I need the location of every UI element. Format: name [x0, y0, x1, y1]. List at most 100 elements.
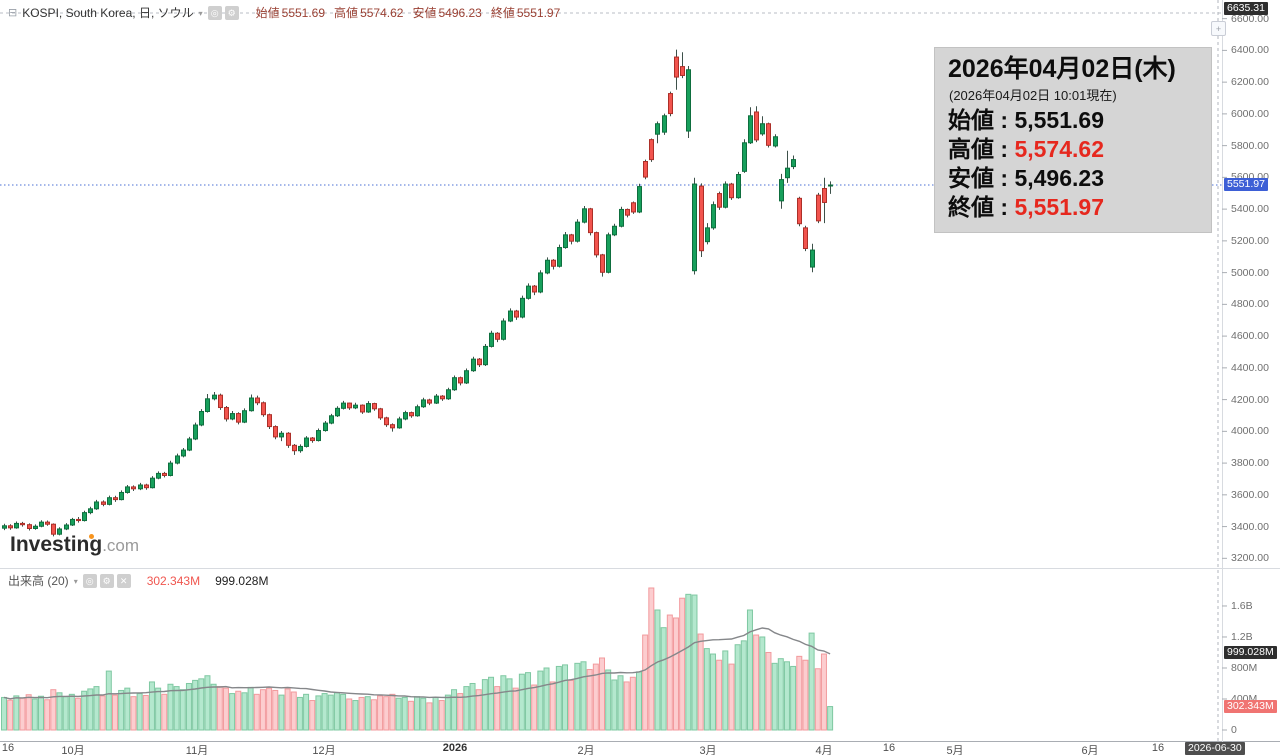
volume-bar: [814, 668, 821, 731]
volume-bar: [642, 634, 649, 731]
candle-body: [107, 497, 112, 505]
volume-bar: [167, 683, 174, 731]
candle-body: [446, 389, 451, 400]
volume-bar: [315, 695, 322, 731]
volume-bar: [629, 676, 636, 731]
volume-bar: [420, 697, 427, 731]
candle-body: [316, 430, 321, 442]
volume-bar: [549, 681, 556, 731]
candle-body: [668, 93, 673, 115]
visibility-icon[interactable]: ◎: [207, 6, 222, 21]
volume-bar: [469, 682, 476, 731]
volume-bar: [679, 597, 686, 731]
volume-bar: [19, 697, 26, 731]
candle-body: [520, 297, 525, 318]
volume-bar: [327, 694, 334, 731]
visibility-icon[interactable]: ◎: [82, 574, 97, 589]
volume-bar: [488, 676, 495, 731]
volume-bar: [531, 684, 538, 731]
chevron-down-icon[interactable]: ▾: [73, 576, 78, 586]
candle-body: [187, 438, 192, 451]
volume-bar: [333, 692, 340, 731]
volume-bar: [395, 697, 402, 731]
volume-bar: [635, 671, 642, 731]
settings-icon[interactable]: ⚙: [99, 574, 114, 589]
volume-bar: [370, 699, 377, 731]
volume-bar: [660, 627, 667, 731]
candle-body: [464, 370, 469, 384]
series-icons: ◎ ⚙: [207, 5, 242, 21]
candle-body: [773, 136, 778, 147]
volume-bar: [790, 665, 797, 731]
volume-bar: [568, 679, 575, 731]
panel-ohlc-rows: 始値 : 5,551.69 高値 : 5,574.62 安値 : 5,496.23 終…: [948, 106, 1198, 222]
candle-body: [51, 523, 56, 535]
candle-body: [119, 491, 124, 501]
volume-bar: [74, 697, 81, 731]
volume-bar: [592, 663, 599, 731]
candle-body: [82, 512, 87, 522]
volume-bar: [543, 667, 550, 731]
candle-body: [545, 259, 550, 274]
candle-body: [218, 394, 223, 409]
volume-bar: [494, 686, 501, 731]
volume-current-value: 302.343M: [146, 573, 201, 588]
time-axis-label: 6月: [1081, 745, 1099, 755]
symbol-title[interactable]: KOSPI, South Korea, 日, ソウル: [22, 6, 194, 20]
settings-icon[interactable]: ⚙: [224, 6, 239, 21]
candle-body: [612, 225, 617, 236]
price-axis-label: 4400.00: [1231, 361, 1269, 374]
volume-bar: [802, 659, 809, 731]
candle-body: [242, 410, 247, 423]
candle-body: [205, 398, 210, 413]
volume-bar: [525, 672, 532, 731]
panel-date-title: 2026年04月02日(木): [948, 55, 1176, 83]
volume-bar: [648, 587, 655, 731]
candle-body: [501, 320, 506, 340]
candle-body: [415, 406, 420, 417]
volume-bar: [611, 679, 618, 731]
price-axis-add-icon[interactable]: +: [1211, 21, 1226, 36]
time-axis-label: 12月: [312, 745, 336, 755]
candle-body: [39, 521, 44, 527]
candle-body: [483, 345, 488, 366]
chevron-down-icon[interactable]: ▾: [198, 8, 203, 18]
volume-bar: [672, 617, 679, 731]
volume-bar: [81, 690, 88, 731]
volume-bar: [697, 633, 704, 731]
watermark-text: Investing: [10, 533, 103, 556]
candle-body: [310, 437, 315, 442]
candle-body: [131, 486, 136, 490]
candle-body: [514, 310, 519, 318]
candle-body: [791, 159, 796, 168]
date-ohlc-panel: 2026年04月02日(木) (2026年04月02日 10:01現在) 始値 …: [934, 47, 1212, 233]
volume-bar: [253, 693, 260, 731]
candle-body: [766, 123, 771, 146]
volume-indicator-label[interactable]: 出来高 (20): [8, 574, 69, 588]
volume-bar: [518, 673, 525, 731]
candle-body: [64, 524, 69, 530]
volume-axis-current-badge: 302.343M: [1224, 700, 1277, 713]
close-icon[interactable]: ✕: [116, 574, 131, 589]
volume-bar: [389, 693, 396, 731]
collapse-series-icon[interactable]: ⊟: [8, 7, 18, 19]
volume-bar: [284, 688, 291, 731]
volume-bar: [586, 669, 593, 731]
volume-bar: [309, 700, 316, 731]
time-axis-label: 2026: [442, 742, 468, 754]
volume-bar: [161, 693, 168, 731]
candle-body: [360, 404, 365, 413]
volume-indicator-icons: ◎ ⚙ ✕: [82, 573, 134, 589]
candle-body: [699, 185, 704, 252]
candle-body: [526, 285, 531, 299]
candle-body: [88, 508, 93, 514]
candle-body: [729, 183, 734, 199]
volume-bar: [272, 689, 279, 731]
candle-body: [372, 403, 377, 410]
volume-bar: [414, 696, 421, 731]
volume-bar: [623, 681, 630, 731]
candle-body: [674, 56, 679, 78]
volume-bar: [241, 692, 248, 731]
price-axis-label: 3200.00: [1231, 552, 1269, 565]
